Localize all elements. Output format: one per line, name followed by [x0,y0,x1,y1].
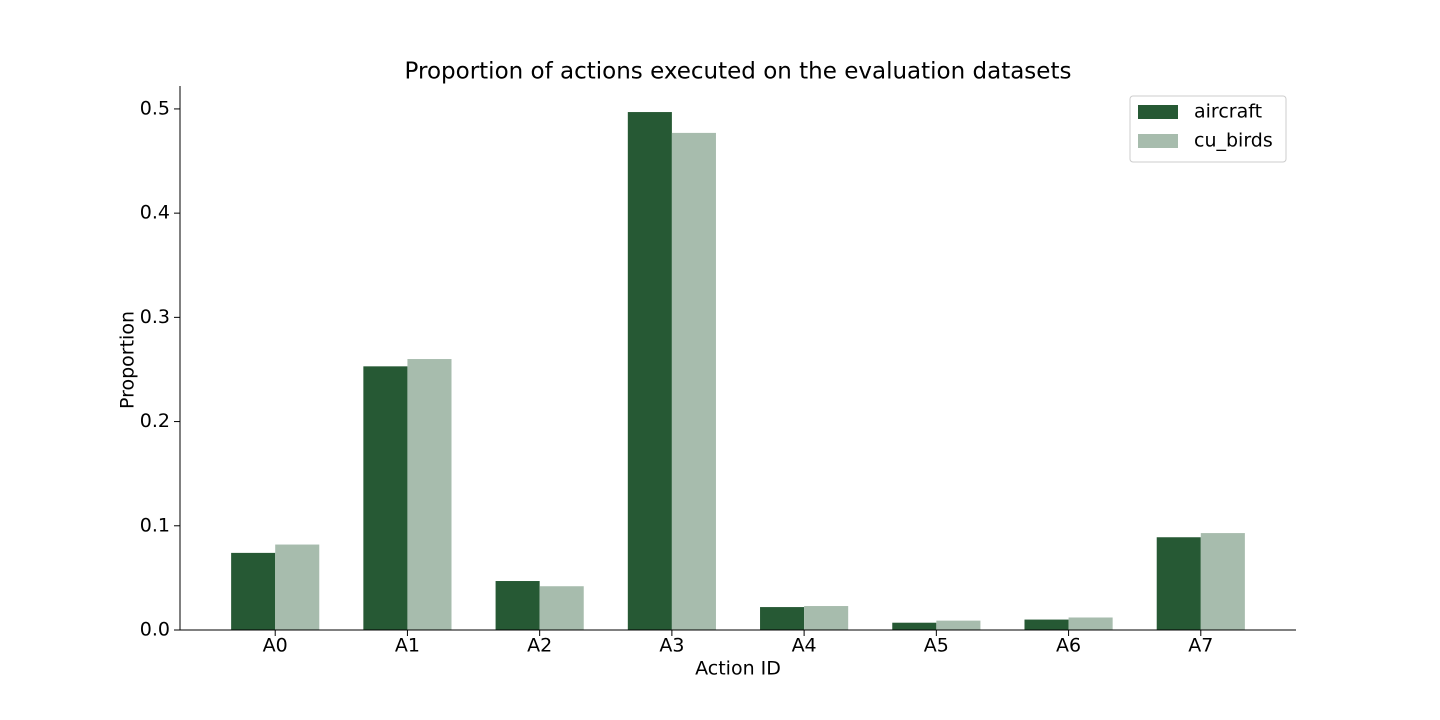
x-tick-label: A2 [527,635,552,657]
legend-label: aircraft [1194,101,1262,123]
x-tick-label: A1 [395,635,420,657]
bar [804,606,849,630]
bar [231,552,276,630]
bar [407,359,452,630]
bar [495,581,540,630]
legend-label: cu_birds [1194,130,1273,152]
y-tick-label: 0.2 [140,410,170,432]
bar [1156,537,1201,630]
x-tick-label: A5 [924,635,949,657]
y-tick-label: 0.3 [140,306,170,328]
x-tick-label: A4 [792,635,817,657]
legend-swatch [1138,134,1178,148]
bar [1068,617,1113,630]
bar [539,586,584,630]
y-axis-label: Proportion [117,311,139,409]
bar [1024,619,1069,630]
bar [760,607,805,630]
x-tick-label: A0 [263,635,288,657]
bar [892,622,937,630]
bar [363,366,408,630]
x-tick-label: A7 [1188,635,1213,657]
bar [1200,533,1245,630]
chart-title: Proportion of actions executed on the ev… [405,59,1072,85]
bar [275,544,320,630]
bar [671,132,716,630]
y-tick-label: 0.5 [140,97,170,119]
bar [936,620,981,630]
y-tick-label: 0.1 [140,514,170,536]
legend-swatch [1138,105,1178,119]
bar [627,112,672,630]
x-tick-label: A3 [659,635,684,657]
x-axis-label: Action ID [695,658,781,680]
x-tick-label: A6 [1056,635,1081,657]
y-tick-label: 0.4 [140,202,170,224]
y-tick-label: 0.0 [140,619,170,641]
